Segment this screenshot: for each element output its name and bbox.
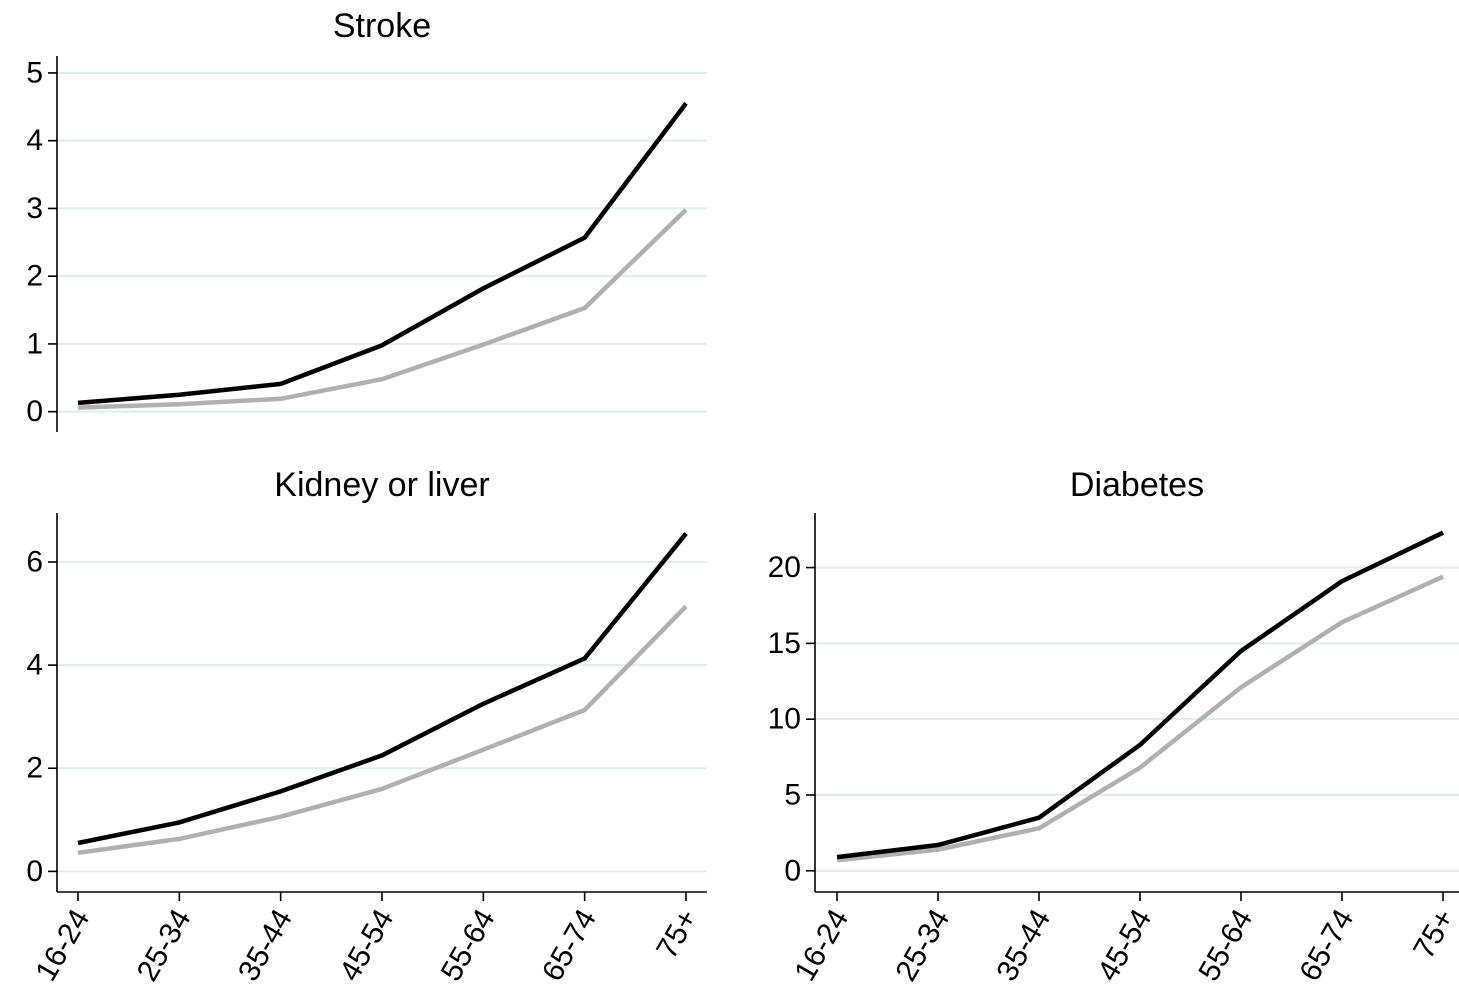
x-tick-label: 25-34: [889, 904, 956, 987]
x-tick-label: 25-34: [131, 904, 198, 987]
series-line-black: [77, 102, 688, 406]
panel-title: Stroke: [333, 7, 431, 45]
y-tick-label: 0: [26, 395, 43, 428]
x-tick-label: 65-74: [1293, 904, 1360, 987]
panel-stroke: Stroke 0 1 2 3 4 5: [26, 7, 707, 432]
panel-diabetes: Diabetes 0 5 10 15 20 16-24 25-34 35-44 45-54 55-6…: [768, 466, 1459, 987]
y-tick-label: 0: [26, 855, 43, 888]
y-tick-label: 4: [26, 649, 43, 682]
series-line-black: [77, 532, 688, 846]
y-tick-label: 0: [784, 854, 801, 887]
y-tick-label: 2: [26, 752, 43, 785]
y-tick-label: 15: [768, 627, 801, 660]
x-tick-label: 75+: [1407, 904, 1459, 965]
x-tick-label: 65-74: [536, 904, 603, 987]
series-line-grey: [77, 208, 688, 410]
series-line-grey: [836, 574, 1444, 863]
panel-title: Kidney or liver: [274, 466, 489, 504]
x-tick-label: 16-24: [788, 904, 855, 987]
y-tick-label: 5: [784, 778, 801, 811]
y-tick-label: 3: [26, 192, 43, 225]
series-line-grey: [77, 604, 688, 856]
y-tick-label: 1: [26, 327, 43, 360]
x-tick-label: 35-44: [232, 904, 299, 987]
x-tick-label: 75+: [650, 904, 704, 965]
y-tick-label: 20: [768, 551, 801, 584]
y-tick-label: 5: [26, 56, 43, 89]
x-tick-label: 55-64: [1192, 904, 1259, 987]
x-tick-label: 45-54: [333, 904, 400, 987]
x-tick-label: 45-54: [1091, 904, 1158, 987]
panel-title: Diabetes: [1070, 466, 1204, 504]
y-tick-label: 10: [768, 703, 801, 736]
series-line-black: [836, 530, 1444, 860]
y-tick-label: 6: [26, 545, 43, 578]
panel-kidney-or-liver: Kidney or liver 0 2 4 6 16-24 25-34 35-44 45-54 5…: [26, 466, 707, 987]
y-tick-label: 4: [26, 124, 43, 157]
x-tick-label: 35-44: [990, 904, 1057, 987]
x-tick-label: 16-24: [29, 904, 96, 987]
y-tick-label: 2: [26, 260, 43, 293]
x-tick-label: 55-64: [435, 904, 502, 987]
